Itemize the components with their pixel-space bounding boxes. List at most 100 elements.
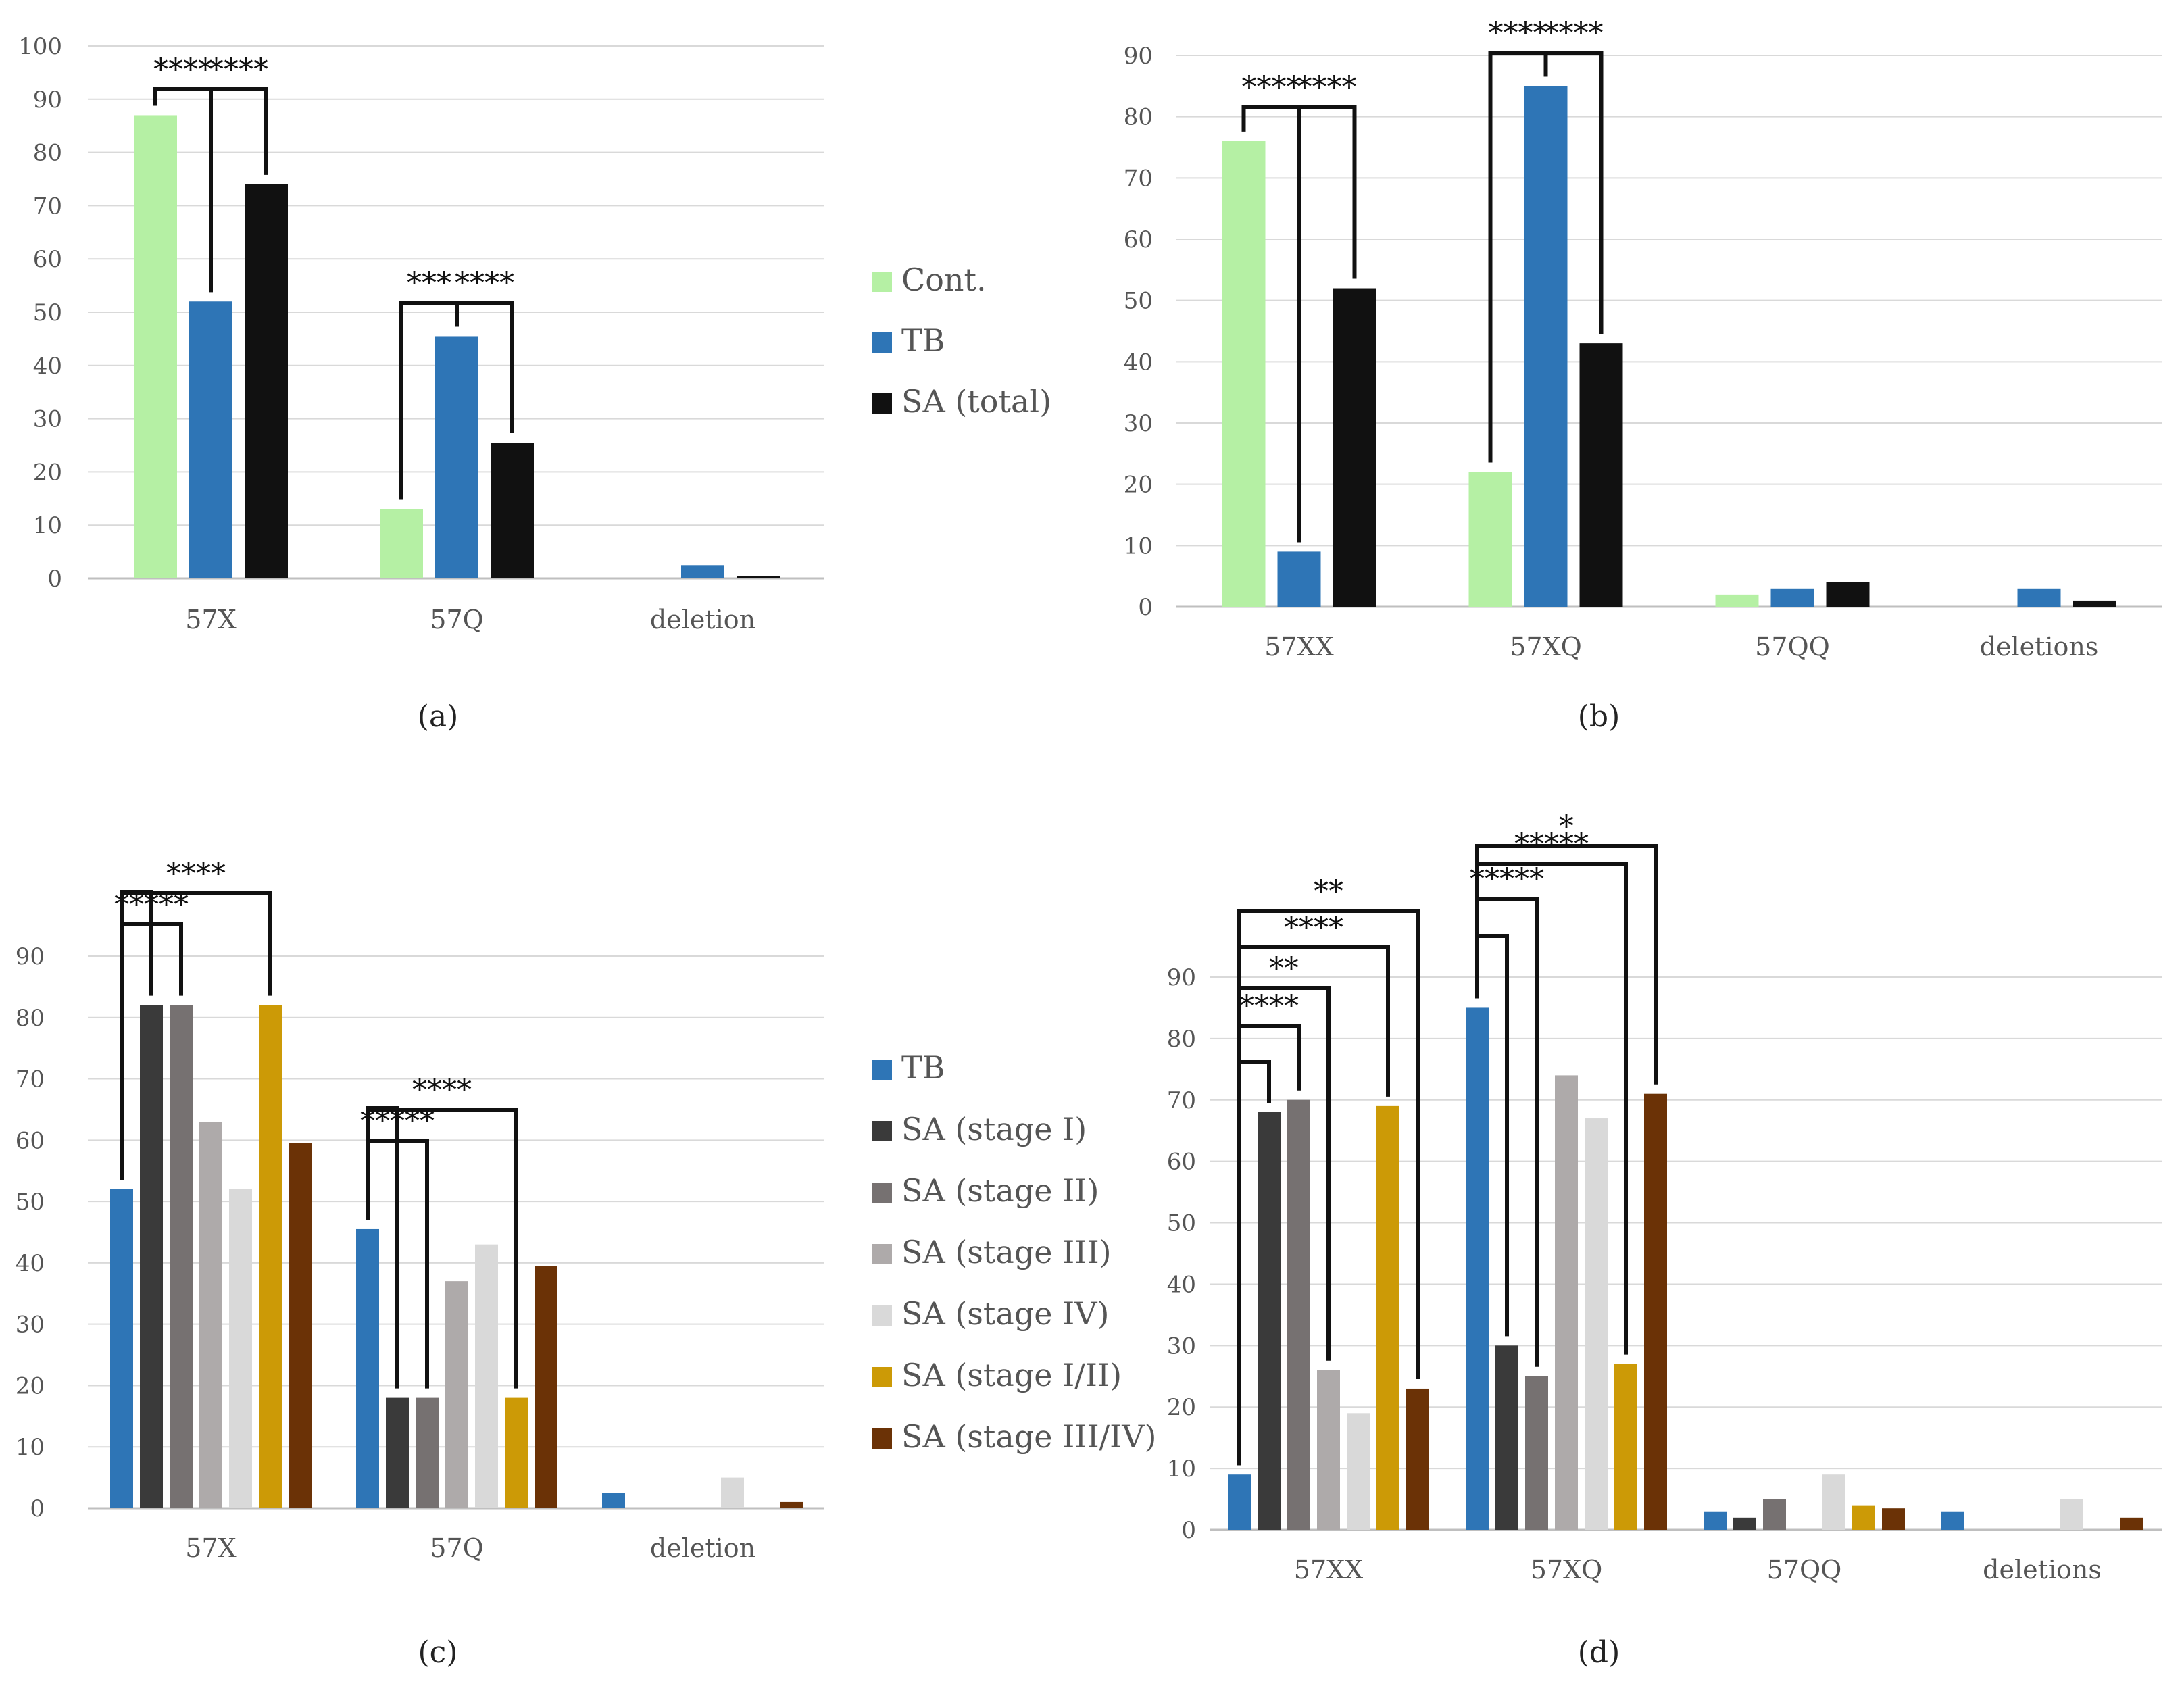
bar-sa-stage-i-ii--57qq: [1852, 1505, 1875, 1530]
significance-bracket: [1237, 986, 1331, 1466]
y-tick-label: 60: [1124, 226, 1153, 253]
bar-tb-57qq: [1770, 588, 1814, 607]
legend-swatch: [872, 1367, 892, 1387]
legend-bottom: TB SA (stage I) SA (stage II) SA (stage III…: [872, 1049, 1156, 1455]
y-tick-label: 40: [16, 1250, 45, 1277]
bar-sa-stage-iv--57qq: [1822, 1474, 1845, 1530]
bar-sa-stage-iii--57xq: [1555, 1075, 1578, 1530]
significance-bracket: [120, 891, 272, 1180]
y-tick-label: 20: [1167, 1394, 1196, 1421]
y-tick-label: 90: [33, 86, 62, 114]
bar-tb-deletion: [681, 565, 724, 578]
bar-sa-total--57x: [245, 184, 288, 578]
significance-label: ****: [209, 53, 268, 87]
bar-tb-57x: [110, 1189, 133, 1508]
bar-sa-stage-iii-iv--deletions: [2120, 1517, 2143, 1530]
y-tick-label: 40: [1167, 1271, 1196, 1298]
bar-cont--57xx: [1222, 141, 1266, 607]
significance-label: *****: [1470, 862, 1544, 897]
y-tick-label: 0: [30, 1495, 45, 1522]
significance-bracket: [1237, 909, 1420, 1466]
bar-tb-57xx: [1277, 551, 1321, 607]
bar-tb-57xq: [1524, 86, 1568, 607]
bar-sa-total--deletions: [2073, 600, 2116, 607]
bar-sa-stage-i--57xq: [1495, 1345, 1518, 1530]
y-tick-label: 20: [16, 1372, 45, 1399]
y-tick-label: 50: [1167, 1210, 1196, 1237]
bar-sa-stage-ii--57q: [416, 1397, 439, 1508]
bar-sa-stage-iv--57x: [229, 1189, 252, 1508]
y-tick-label: 10: [33, 512, 62, 539]
category-label: deletion: [650, 605, 755, 634]
significance-bracket: [1297, 105, 1357, 543]
significance-label: ****: [1489, 16, 1548, 51]
y-tick-label: 90: [1167, 964, 1196, 991]
bar-sa-stage-ii--57xq: [1525, 1376, 1548, 1530]
legend-swatch: [872, 272, 892, 292]
bar-cont--57q: [380, 509, 423, 578]
bar-tb-57q: [435, 336, 478, 578]
y-tick-label: 60: [33, 246, 62, 273]
category-label: 57X: [185, 605, 236, 634]
panel-label: (d): [1578, 1635, 1620, 1670]
bar-sa-stage-iv--57xx: [1347, 1413, 1370, 1530]
bar-tb-57x: [189, 301, 232, 578]
significance-label: *: [1559, 810, 1574, 844]
y-tick-label: 60: [16, 1127, 45, 1154]
bar-tb-57qq: [1704, 1511, 1727, 1530]
y-tick-label: 30: [1124, 410, 1153, 437]
y-tick-label: 70: [1167, 1087, 1196, 1114]
significance-label: ****: [1239, 989, 1299, 1024]
category-label: deletions: [1980, 632, 2099, 662]
legend-swatch: [872, 1305, 892, 1326]
chart-panel-2: 0 10 20 30 40 50 60 70 80 90 57XX 57XQ 57QQ deletions…: [1124, 16, 2162, 734]
panel-label: (c): [418, 1635, 458, 1670]
y-tick-label: 20: [1124, 472, 1153, 499]
y-tick-label: 40: [1124, 349, 1153, 376]
y-tick-label: 20: [33, 459, 62, 486]
significance-label: ****: [1284, 911, 1343, 945]
bar-sa-stage-i--57qq: [1733, 1517, 1756, 1530]
y-tick-label: 30: [1167, 1333, 1196, 1360]
bar-sa-total--57xx: [1333, 288, 1376, 607]
significance-label: ****: [1297, 70, 1357, 105]
bar-sa-stage-i-ii--57xq: [1614, 1364, 1637, 1530]
bar-sa-stage-iii--57q: [445, 1281, 468, 1508]
bar-sa-stage-iv--57xq: [1585, 1118, 1608, 1530]
y-tick-label: 30: [33, 406, 62, 433]
bar-sa-total--57xq: [1579, 343, 1623, 607]
panel-label: (b): [1578, 699, 1620, 734]
bar-sa-stage-i-ii--57x: [259, 1005, 282, 1508]
category-label: 57X: [185, 1533, 236, 1563]
significance-label: ***: [407, 266, 451, 301]
bar-sa-total--57qq: [1826, 582, 1870, 607]
significance-label: **: [1314, 874, 1343, 909]
bar-sa-total--deletion: [737, 576, 780, 578]
bar-sa-stage-iii-iv--57xq: [1644, 1093, 1667, 1530]
y-tick-label: 0: [47, 566, 62, 593]
legend-swatch: [872, 393, 892, 414]
legend-swatch: [872, 1121, 892, 1141]
bar-sa-stage-iii-iv--deletion: [780, 1501, 803, 1508]
legend-swatch: [872, 1060, 892, 1080]
y-tick-label: 70: [33, 193, 62, 220]
bar-sa-stage-iii-iv--57qq: [1882, 1508, 1905, 1530]
y-tick-label: 90: [1124, 43, 1153, 70]
bar-tb-57xq: [1466, 1007, 1489, 1530]
category-label: deletions: [1983, 1555, 2102, 1585]
legend-label: SA (stage III): [901, 1234, 1112, 1270]
chart-panel-4: 0 10 20 30 40 50 60 70 80 90 57XX 57XQ 57QQ deletions…: [1167, 810, 2162, 1670]
y-tick-label: 100: [18, 33, 62, 60]
y-tick-label: 80: [16, 1005, 45, 1032]
y-tick-label: 50: [33, 299, 62, 326]
bar-tb-deletions: [2017, 588, 2061, 607]
significance-label: **: [1269, 951, 1299, 986]
bar-cont--57x: [134, 115, 177, 578]
legend-swatch: [872, 332, 892, 353]
bar-sa-stage-iii-iv--57q: [535, 1266, 557, 1508]
panel-label: (a): [418, 699, 459, 734]
bar-sa-stage-iv--57q: [475, 1244, 498, 1508]
bar-tb-57q: [356, 1228, 379, 1508]
bar-sa-stage-iv--deletions: [2060, 1499, 2083, 1530]
